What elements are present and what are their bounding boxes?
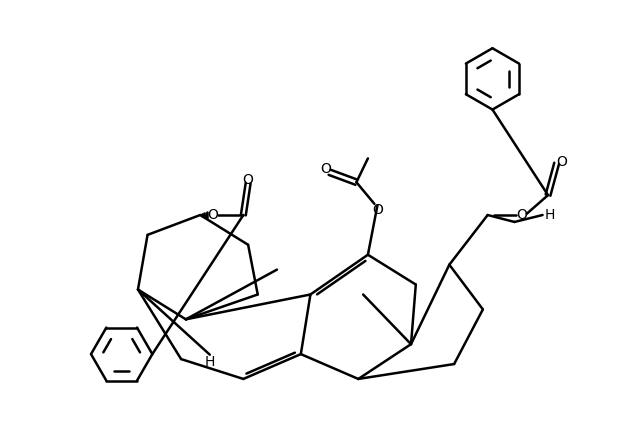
Text: O: O xyxy=(243,173,253,187)
Text: O: O xyxy=(372,203,383,217)
Text: O: O xyxy=(557,155,568,168)
Text: O: O xyxy=(320,162,331,176)
Text: H: H xyxy=(545,208,555,222)
Text: H: H xyxy=(205,355,215,369)
Text: O: O xyxy=(516,208,527,222)
Text: O: O xyxy=(207,208,218,222)
